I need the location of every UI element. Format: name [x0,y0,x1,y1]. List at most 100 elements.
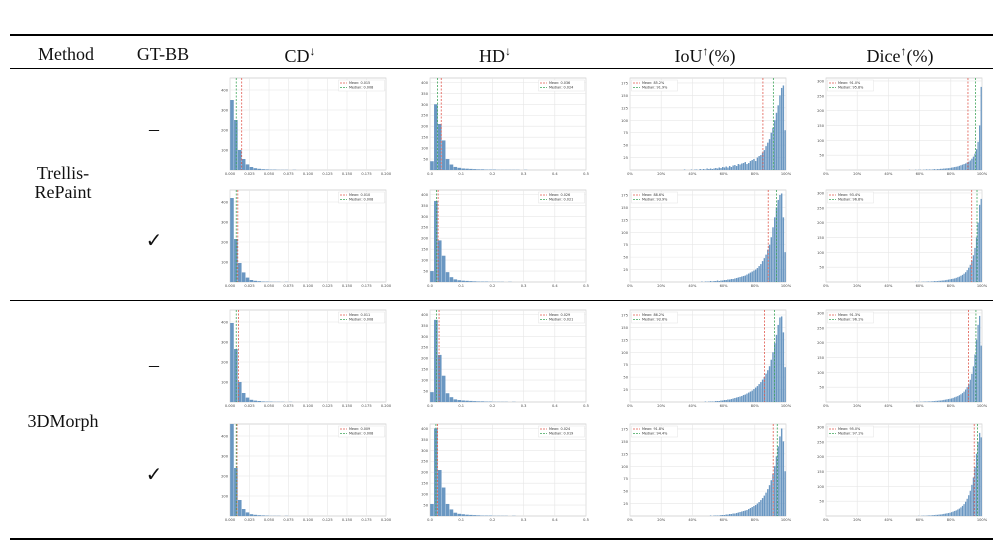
x-tick-label: 0.150 [342,518,353,522]
histogram-bar [946,279,948,282]
histogram-bar [964,389,967,402]
legend-median-label: Median: 0.024 [549,86,573,90]
histogram-bar [977,441,979,516]
histogram-bar [476,515,481,516]
legend-median-label: Median: 96.1% [838,318,864,322]
histogram-bar [784,252,786,282]
histogram-bar [946,399,948,402]
histogram-bar [445,503,450,516]
histogram-chart: 100 200 300 400 0.000 0.025 0.050 0.075 0.100 0.1… [221,423,392,522]
histogram-bar [746,274,748,282]
histogram-bar [761,498,764,516]
histogram-bar [261,169,265,170]
y-tick-label: 250 [421,346,429,350]
histogram-bar [735,166,738,170]
histogram-bar [938,400,940,402]
legend-box [631,425,678,438]
histogram-bar [734,398,736,402]
histogram-bar [761,379,764,402]
x-tick-label: 0.175 [361,404,371,408]
method-3dmorph: 3DMorph [8,412,118,431]
histogram-bar [434,428,438,516]
histogram-bar [727,514,729,516]
histogram-bar [480,169,485,170]
histogram-bar [723,167,726,170]
legend-box [827,79,874,92]
header-iou-label: IoU [674,46,703,66]
histogram-bar [734,165,736,170]
legend-median-label: Median: 92.6% [642,318,668,322]
histogram-bar [761,152,764,170]
histogram-bar [453,512,458,516]
y-tick-label: 100 [421,493,429,497]
histogram-bar [437,240,442,282]
histogram-bar [950,512,953,516]
y-tick-label: 100 [621,465,629,469]
y-tick-label: 125 [621,106,628,110]
histogram-bar [930,281,932,282]
histogram-bar [237,500,242,516]
y-tick-label: 50 [423,270,428,274]
histogram-bar [449,397,454,402]
x-tick-label: 0.1 [458,172,464,176]
histogram-bar [943,168,945,170]
histogram-bar [950,279,953,282]
legend-box [827,425,874,438]
histogram-bar [720,515,722,516]
y-tick-label: 200 [221,241,229,245]
histogram-bar [966,162,968,170]
histogram-bar [935,400,937,402]
y-tick-label: 250 [421,226,429,230]
histogram-bar [718,167,720,170]
y-tick-label: 250 [817,326,825,330]
x-tick-label: 0.075 [283,284,293,288]
histogram-bar [767,249,769,282]
y-tick-label: 300 [221,109,229,113]
histogram-bar [241,393,246,402]
legend-mean-label: Mean: 0.015 [349,81,370,85]
x-tick-label: 80% [751,172,760,176]
histogram-bar [718,401,720,402]
x-tick-label: 0.2 [490,404,496,408]
header-dice-arrow: ↑ [900,44,907,58]
legend-mean-label: Mean: 91.3% [838,313,861,317]
histogram-bar [767,370,769,402]
histogram-bar [768,485,771,516]
histogram-bar [753,389,755,402]
header-hd-arrow: ↓ [505,44,511,58]
histogram-bar [742,276,745,282]
histogram-bar [782,217,785,282]
x-tick-label: 40% [688,172,697,176]
histogram-bar [930,401,932,402]
histogram-bar [780,87,783,170]
x-tick-label: 0.1 [458,518,464,522]
histogram-bar [954,510,956,516]
histogram-bar [975,149,978,170]
histogram-bar [754,161,757,170]
x-tick-label: 60% [916,172,925,176]
histogram-bar [748,509,750,516]
histogram-bar [241,159,246,170]
x-tick-label: 0.050 [264,518,275,522]
x-tick-label: 0.3 [521,284,527,288]
y-tick-label: 300 [421,215,429,219]
histogram-bar [241,272,246,282]
header-gtbb: GT-BB [136,44,190,64]
histogram-bar [961,164,964,170]
histogram-bar [957,277,959,282]
x-tick-label: 60% [720,172,729,176]
histogram-bar [732,279,734,282]
x-tick-label: 0.000 [225,284,236,288]
x-tick-label: 100% [977,404,988,408]
histogram-bar [952,167,954,170]
histogram-bar [767,142,769,170]
histogram-chart: 25 50 75 100 125 150 175 0% 20% 40% 60% 80% 100% Mean… [621,309,792,408]
histogram-bar [461,168,465,170]
table-header-rule [10,68,993,69]
legend-median-label: Median: 91.9% [642,86,668,90]
histogram-bar [718,281,720,282]
legend-mean-label: Mean: 0.011 [349,313,370,317]
legend-mean-label: Mean: 0.026 [549,193,570,197]
histogram-bar [952,511,954,516]
histogram-bar [774,466,776,516]
